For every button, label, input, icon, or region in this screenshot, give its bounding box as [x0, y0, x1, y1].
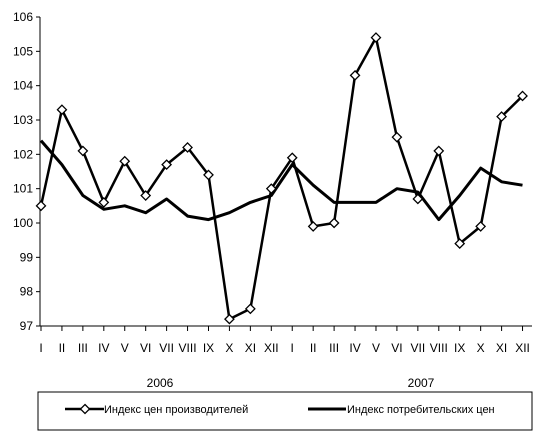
data-point-marker — [433, 145, 445, 157]
data-point-marker — [496, 111, 508, 122]
data-point-marker — [119, 155, 131, 167]
year-label-2007: 2007 — [408, 376, 435, 390]
y-tick-label: 101 — [13, 182, 33, 196]
data-point-marker — [244, 303, 256, 315]
x-tick-label: VI — [391, 341, 402, 355]
x-tick-label: IV — [98, 341, 109, 355]
data-point-marker — [265, 183, 277, 195]
x-tick-label: VIII — [179, 341, 197, 355]
y-ticks: 97 98 99 100 101 102 103 104 105 106 — [13, 10, 40, 333]
data-point-marker — [98, 196, 110, 208]
x-tick-label: I — [39, 341, 42, 355]
data-point-marker — [286, 152, 298, 164]
series-markers — [35, 32, 528, 325]
legend-label-producer: Индекс цен производителей — [104, 404, 248, 416]
x-tick-label: X — [477, 341, 485, 355]
y-tick-label: 99 — [20, 250, 34, 264]
x-tick-label: IX — [454, 341, 465, 355]
x-tick-label: I — [291, 341, 294, 355]
x-tick-label: IX — [203, 341, 214, 355]
x-tick-label: XII — [515, 341, 530, 355]
x-tick-label: VI — [140, 341, 151, 355]
legend-box — [37, 391, 533, 431]
data-point-marker — [328, 217, 340, 229]
y-tick-label: 103 — [13, 113, 33, 127]
data-point-marker — [224, 313, 235, 325]
y-tick-label: 98 — [20, 285, 34, 299]
x-tick-label: II — [59, 341, 66, 355]
x-tick-label: II — [310, 341, 317, 355]
year-label-2006: 2006 — [147, 376, 174, 390]
y-tick-label: 106 — [13, 10, 33, 24]
y-tick-label: 100 — [13, 216, 33, 230]
y-tick-label: 97 — [20, 319, 34, 333]
axes — [39, 17, 532, 327]
x-tick-label: III — [329, 341, 339, 355]
data-point-marker — [454, 238, 466, 250]
y-tick-label: 104 — [13, 79, 33, 93]
data-point-marker — [307, 221, 319, 232]
y-tick-label: 105 — [13, 44, 33, 58]
data-point-marker — [182, 142, 193, 153]
data-point-marker — [56, 104, 68, 116]
data-point-marker — [35, 200, 47, 212]
series-lines — [39, 36, 524, 321]
data-point-marker — [161, 159, 173, 171]
x-ticks: I II III IV V VI VII VIII IX X XI XII I II III IV V VI VII… — [39, 326, 530, 355]
data-point-marker — [140, 190, 152, 201]
x-tick-label: X — [225, 341, 233, 355]
data-point-marker — [349, 69, 361, 81]
series-line-0 — [39, 36, 524, 321]
data-point-marker — [203, 169, 214, 181]
year-labels: 2006 2007 — [147, 376, 435, 390]
x-tick-label: III — [78, 341, 88, 355]
x-tick-label: V — [121, 341, 129, 355]
data-point-marker — [391, 131, 403, 143]
legend-marker-producer — [79, 403, 91, 415]
x-tick-label: V — [372, 341, 380, 355]
x-tick-label: VII — [411, 341, 426, 355]
x-tick-label: VIII — [430, 341, 448, 355]
data-point-marker — [370, 32, 382, 44]
series-line-1 — [39, 139, 523, 222]
data-point-marker — [475, 221, 487, 232]
x-tick-label: VII — [159, 341, 174, 355]
legend: Индекс цен производителей Индекс потреби… — [37, 391, 533, 431]
data-point-marker — [517, 90, 528, 102]
y-tick-label: 102 — [13, 147, 33, 161]
data-point-marker — [77, 145, 89, 157]
x-tick-label: XII — [264, 341, 279, 355]
x-tick-label: XI — [245, 341, 256, 355]
x-tick-label: XI — [496, 341, 507, 355]
x-tick-label: IV — [349, 341, 360, 355]
legend-label-consumer: Индекс потребительских цен — [347, 404, 495, 416]
data-point-marker — [412, 193, 424, 205]
